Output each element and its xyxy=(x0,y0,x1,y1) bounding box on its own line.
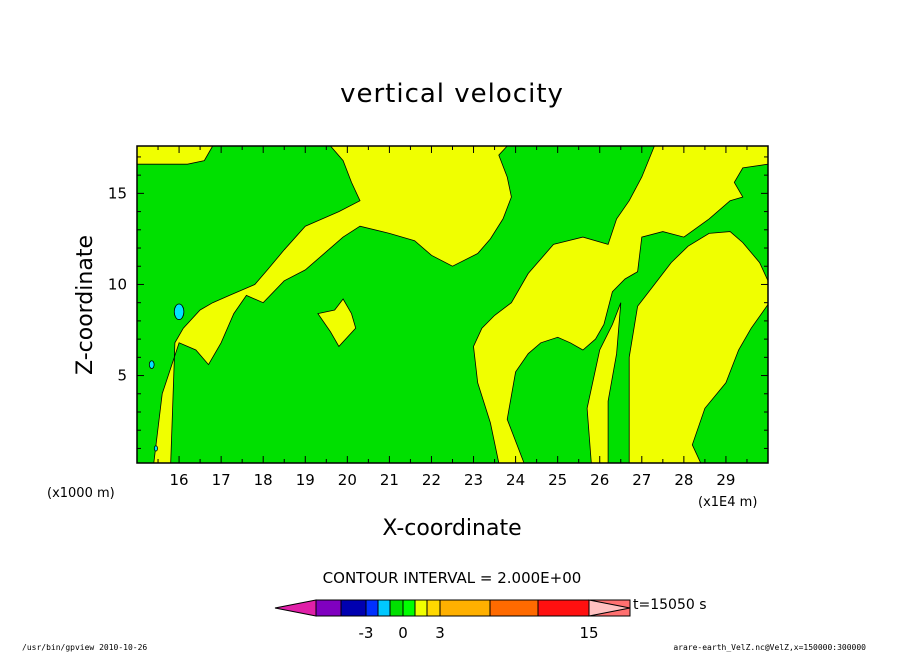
x-tick-label-23: 23 xyxy=(464,471,483,489)
contour-spot-2 xyxy=(148,360,155,369)
colorbar-cell-7 xyxy=(414,599,428,617)
colorbar-label-15: 15 xyxy=(579,624,598,642)
plot-area: 16 17 18 19 20 21 22 23 24 25 26 27 28 29 5 10 15 xyxy=(108,145,769,489)
y-tick-label-15: 15 xyxy=(108,184,127,202)
x-tick-label-22: 22 xyxy=(422,471,441,489)
colorbar-cell-9 xyxy=(439,599,491,617)
contour-region-2 xyxy=(136,145,214,165)
contour-region-1 xyxy=(153,145,512,464)
footer-left: /usr/bin/gpview 2010-10-26 xyxy=(22,643,147,652)
x-tick-label-26: 26 xyxy=(590,471,609,489)
y-axis-label: Z-coordinate xyxy=(73,235,98,375)
x-tick-label-20: 20 xyxy=(338,471,357,489)
x-unit-right: (x1E4 m) xyxy=(698,495,757,510)
x-axis-label: X-coordinate xyxy=(382,516,521,541)
colorbar-cell-10 xyxy=(489,599,539,617)
footer-right: arare-earth_VelZ.nc@VelZ,x=150000:300000 xyxy=(673,643,866,652)
colorbar-cell-3 xyxy=(365,599,379,617)
contour-spot-3 xyxy=(153,445,158,452)
contour-interval-label: CONTOUR INTERVAL = 2.000E+00 xyxy=(323,569,582,587)
contour-region-5 xyxy=(586,302,622,464)
colorbar-cell-5 xyxy=(389,599,404,617)
x-tick-label-17: 17 xyxy=(212,471,231,489)
x-tick-label-25: 25 xyxy=(548,471,567,489)
contour-spots xyxy=(148,303,185,452)
colorbar-label-3: 3 xyxy=(435,624,445,642)
colorbar-cell-11 xyxy=(537,599,590,617)
axis-ticks: 16 17 18 19 20 21 22 23 24 25 26 27 28 29 5 10 15 xyxy=(108,146,768,489)
contour-region-4 xyxy=(473,145,769,464)
colorbar-cell-6 xyxy=(402,599,416,617)
x-unit-left: (x1000 m) xyxy=(47,486,115,501)
colorbar-label--3: -3 xyxy=(359,624,374,642)
colorbar-cell-8 xyxy=(426,599,441,617)
colorbar: -3 0 3 15 xyxy=(274,599,631,642)
colorbar-cell-4 xyxy=(377,599,391,617)
x-tick-label-16: 16 xyxy=(170,471,189,489)
colorbar-label-0: 0 xyxy=(398,624,408,642)
contour-spot-1 xyxy=(173,303,185,320)
x-tick-label-28: 28 xyxy=(674,471,693,489)
x-tick-label-18: 18 xyxy=(254,471,273,489)
colorbar-cell-1 xyxy=(315,599,342,617)
x-tick-label-29: 29 xyxy=(716,471,735,489)
time-label: t=15050 s xyxy=(633,597,707,613)
x-tick-label-19: 19 xyxy=(296,471,315,489)
colorbar-cell-2 xyxy=(340,599,367,617)
x-tick-label-27: 27 xyxy=(632,471,651,489)
x-tick-label-24: 24 xyxy=(506,471,525,489)
x-tick-label-21: 21 xyxy=(380,471,399,489)
chart-title: vertical velocity xyxy=(340,79,564,109)
colorbar-arrow-right xyxy=(588,599,631,617)
y-tick-label-5: 5 xyxy=(117,367,127,385)
y-tick-label-10: 10 xyxy=(108,275,127,293)
contour-region-6 xyxy=(628,231,769,464)
colorbar-arrow-left xyxy=(274,599,317,617)
contour-regions xyxy=(136,145,769,464)
contour-region-3 xyxy=(317,298,357,348)
